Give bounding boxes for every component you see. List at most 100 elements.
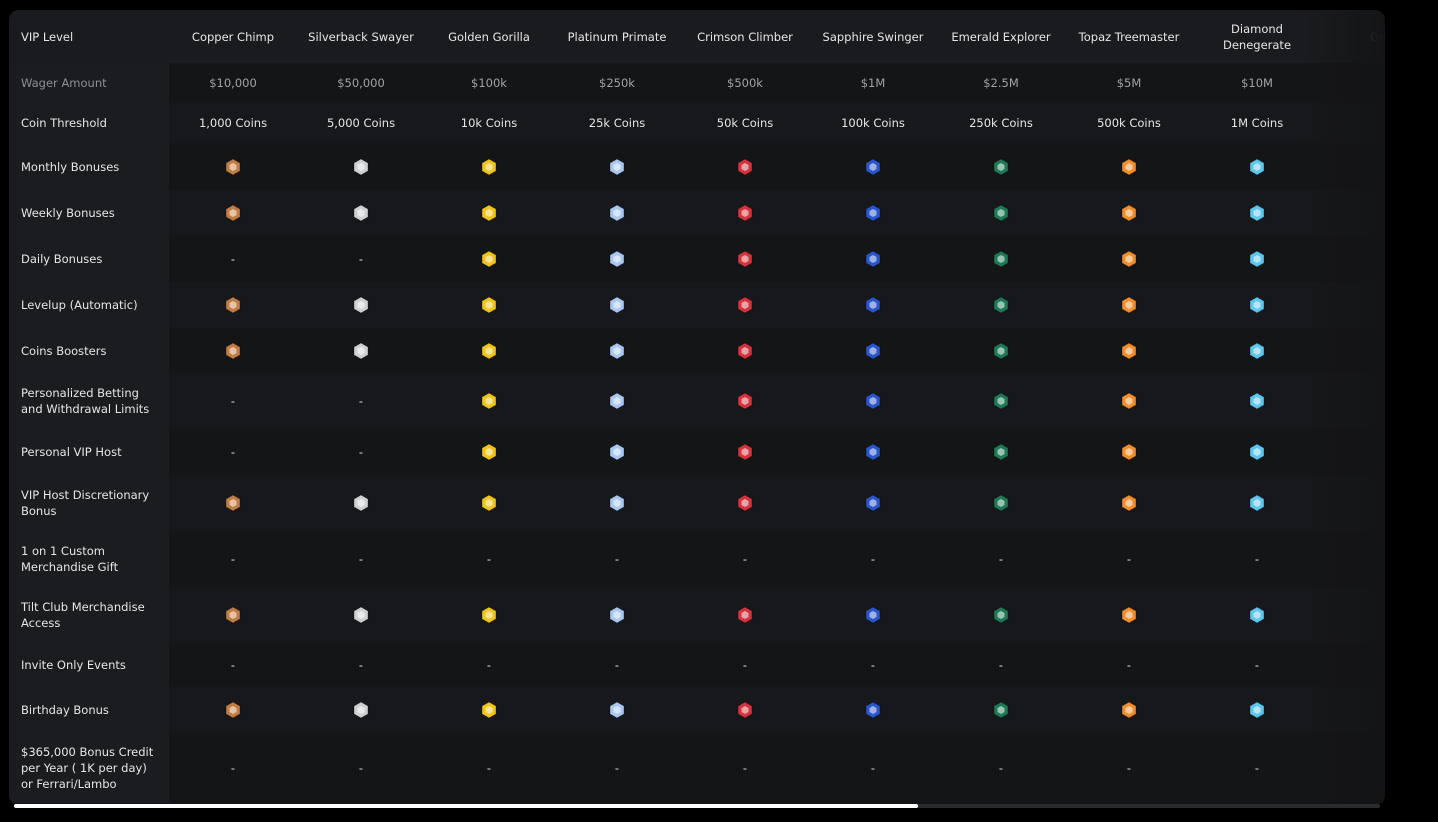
cell-text: - (614, 761, 620, 775)
cell-text: $5M (1116, 76, 1142, 90)
badge-cell (681, 429, 809, 475)
tier-badge (865, 157, 881, 176)
badge-cell (553, 282, 681, 328)
tier-badge (225, 157, 241, 176)
tier-badge (1121, 204, 1137, 222)
cell-text: - (230, 394, 236, 408)
badge-cell (809, 429, 937, 475)
row-label: Wager Amount (21, 76, 107, 90)
row-label: Coins Boosters (21, 343, 107, 358)
tier-badge (481, 296, 497, 314)
tier-badge (737, 296, 753, 314)
tier-badge (993, 494, 1009, 512)
cell-text: - (486, 658, 492, 672)
badge-cell (681, 143, 809, 190)
cell-text: - (358, 552, 364, 566)
tier-badge (737, 250, 753, 268)
badge-cell (681, 475, 809, 531)
row-label-bg (9, 429, 169, 475)
badge-cell (169, 587, 297, 643)
tier-badge (1121, 443, 1137, 461)
row-bg (169, 643, 1385, 687)
badge-cell (425, 587, 553, 643)
badge-cell (553, 236, 681, 282)
badge-cell (425, 328, 553, 373)
tier-badge (1121, 606, 1137, 624)
tier-badge (865, 443, 881, 461)
tier-badge (737, 606, 753, 624)
tier-badge (225, 606, 241, 624)
tier-badge (1121, 701, 1137, 719)
row-label-bg (9, 282, 169, 328)
tier-badge (1121, 296, 1137, 314)
badge-cell (553, 687, 681, 733)
row-label: Coin Threshold (21, 116, 107, 130)
row-label: Weekly Bonuses (21, 206, 115, 220)
badge-cell (937, 236, 1065, 282)
badge-cell (937, 687, 1065, 733)
cell-text: 1M Coins (1230, 116, 1284, 130)
tier-badge (993, 204, 1009, 222)
tier-badge (353, 296, 369, 314)
cell-text: - (1126, 761, 1132, 775)
tier-badge (353, 157, 369, 176)
cell-text: - (358, 658, 364, 672)
row-label: Levelup (Automatic) (21, 298, 138, 312)
tier-badge (993, 296, 1009, 314)
tier-badge (737, 157, 753, 176)
row-label: Tilt Club Merchandise Access (21, 600, 145, 630)
cell-text: - (998, 552, 1004, 566)
tier-name: Crimson Climber (697, 29, 793, 44)
cell-text: 100k Coins (841, 116, 905, 130)
cell-text: - (998, 658, 1004, 672)
tier-name: Copper Chimp (191, 29, 275, 44)
cell-text: 10k Coins (460, 116, 518, 130)
tier-badge (353, 606, 369, 624)
cell-text: - (742, 552, 748, 566)
tier-name: Platinum Primate (567, 29, 667, 44)
scrollbar-thumb[interactable] (14, 804, 918, 808)
tier-badge (865, 341, 881, 360)
tier-badge (993, 443, 1009, 461)
badge-cell (1065, 687, 1193, 733)
badge-cell (297, 143, 425, 190)
badge-cell (681, 587, 809, 643)
tier-badge (609, 392, 625, 410)
cell-text: - (1254, 658, 1260, 672)
cell-text: - (358, 394, 364, 408)
row-bg (169, 475, 1385, 531)
tier-badge (1121, 157, 1137, 176)
badge-cell (553, 587, 681, 643)
cell-text: - (870, 658, 876, 672)
badge-cell (1065, 373, 1193, 429)
row-label-bg (9, 236, 169, 282)
badge-cell (681, 687, 809, 733)
cell-text: - (998, 761, 1004, 775)
cell-text: $100k (471, 76, 507, 90)
badge-cell (809, 475, 937, 531)
row-label: 1 on 1 Custom Merchandise Gift (21, 544, 119, 574)
tier-badge (993, 157, 1009, 176)
tier-badge (865, 392, 881, 410)
row-label-bg (9, 475, 169, 531)
tier-badge (609, 701, 625, 719)
tier-badge (737, 494, 753, 512)
tier-badge (865, 701, 881, 719)
tier-badge (1121, 250, 1137, 268)
row-label-bg (9, 103, 169, 143)
badge-cell (1193, 328, 1321, 373)
badge-cell (1065, 282, 1193, 328)
badge-cell (1065, 429, 1193, 475)
tier-badge (609, 250, 625, 268)
badge-cell (425, 475, 553, 531)
row-label-bg (9, 587, 169, 643)
badge-cell (937, 373, 1065, 429)
badge-cell (937, 143, 1065, 190)
badge-cell (169, 328, 297, 373)
badge-cell (1193, 373, 1321, 429)
tier-name: Sapphire Swinger (822, 29, 924, 44)
row-label: VIP Host Discretionary Bonus (21, 488, 150, 518)
tier-badge (481, 443, 497, 461)
row-label-bg (9, 190, 169, 236)
badge-cell (1065, 236, 1193, 282)
